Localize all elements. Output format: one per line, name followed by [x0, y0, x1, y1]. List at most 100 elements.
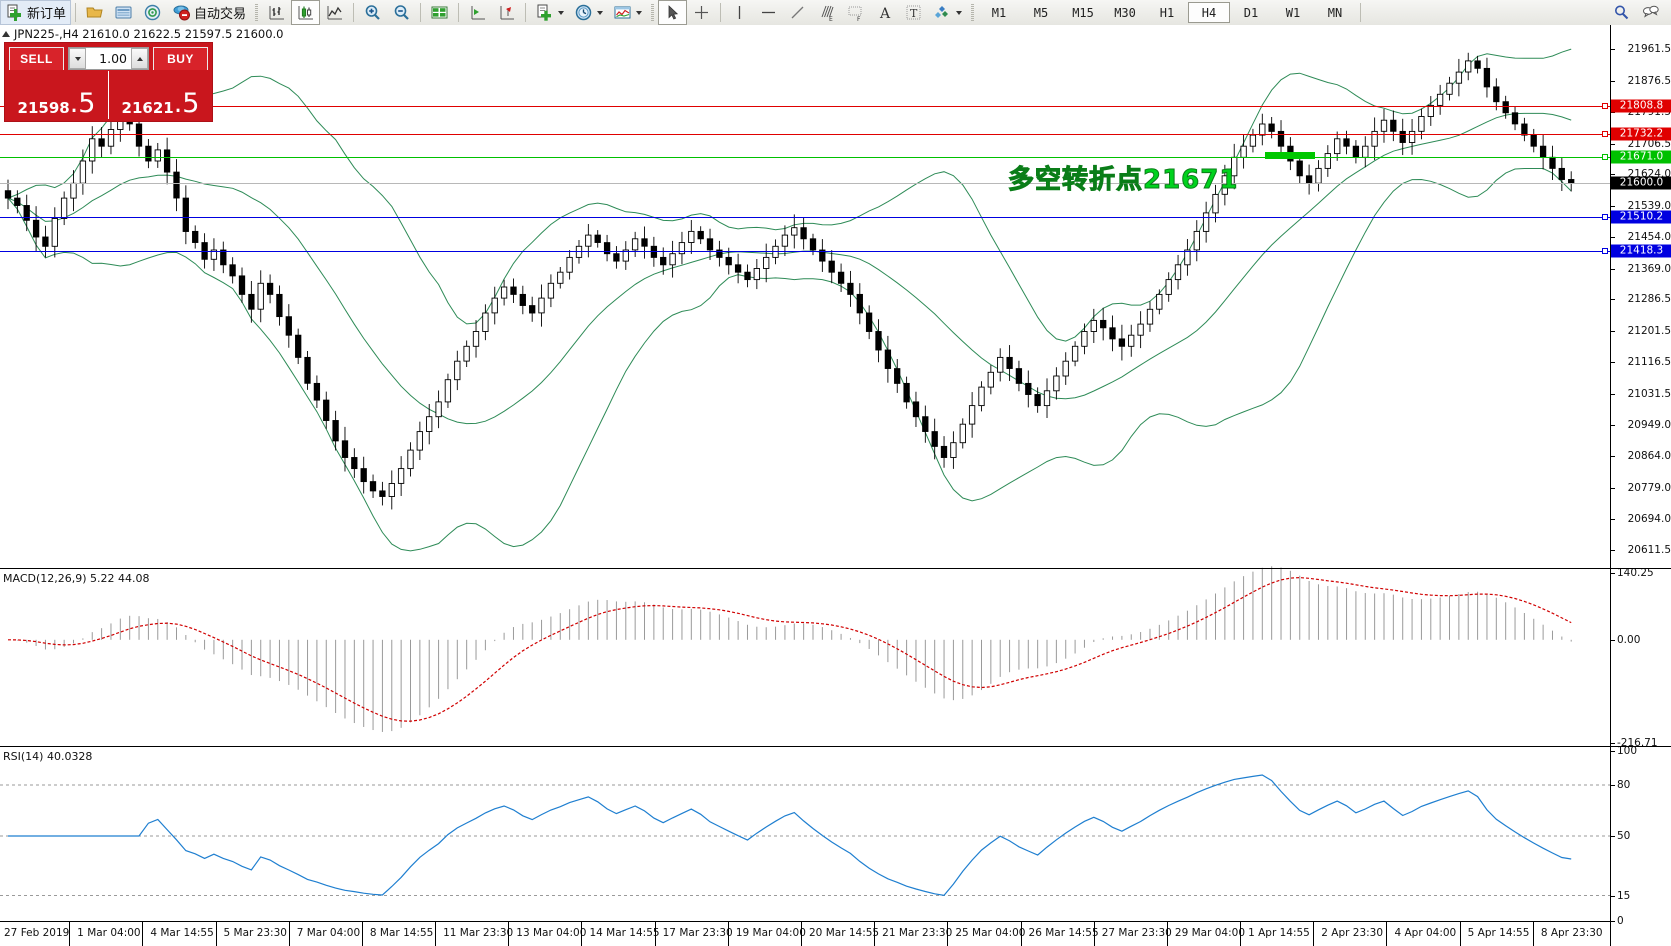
cursor-button[interactable]	[658, 0, 688, 25]
sell-price-integer: 21598	[17, 99, 70, 117]
indicators-button[interactable]	[608, 0, 647, 25]
volume-decrease-button[interactable]	[69, 48, 86, 69]
chart-area[interactable]: JPN225-,H4 21610.0 21622.5 21597.5 21600…	[0, 25, 1671, 946]
level-handle[interactable]	[1602, 102, 1608, 109]
zoom-in-button[interactable]	[358, 0, 387, 25]
time-tick: 26 Mar 14:55	[1028, 927, 1099, 939]
candlestick-chart-icon	[296, 3, 315, 22]
fibonacci-button[interactable]: E	[812, 0, 841, 25]
level-line-21808.8[interactable]	[0, 105, 1610, 107]
template-button[interactable]	[530, 0, 569, 25]
text-button[interactable]: A	[870, 0, 899, 25]
rsi-tick-mark	[1611, 895, 1615, 897]
timeframe-m30[interactable]: M30	[1114, 5, 1136, 20]
collapse-triangle-icon[interactable]	[2, 31, 10, 37]
crosshair-button[interactable]	[687, 0, 716, 25]
time-tick-separator	[508, 922, 510, 946]
template-dropdown-caret[interactable]	[558, 10, 565, 15]
volume-value[interactable]: 1.00	[99, 51, 127, 66]
time-scale[interactable]: 27 Feb 2019 1 Mar 04:00 4 Mar 14:55 5 Mar 2…	[0, 921, 1610, 946]
timeframe-w1[interactable]: W1	[1285, 5, 1301, 20]
level-handle[interactable]	[1602, 153, 1608, 160]
indicators-dropdown-caret[interactable]	[636, 10, 643, 15]
price-tick-mark	[1611, 362, 1615, 364]
candlestick-chart-button[interactable]	[291, 0, 321, 25]
timeframe-h4[interactable]: H4	[1188, 2, 1231, 23]
price-tick-mark	[1611, 205, 1615, 207]
rsi-separator	[0, 746, 1671, 747]
svg-text:A: A	[879, 6, 891, 22]
new-order-button[interactable]: 新订单	[0, 0, 72, 25]
time-tick: 13 Mar 04:00	[516, 927, 587, 939]
rsi-tick-mark	[1611, 836, 1615, 837]
level-price-tag[interactable]: 21732.2	[1611, 127, 1671, 141]
period-button[interactable]	[569, 0, 608, 25]
volume-increase-button[interactable]	[131, 48, 148, 69]
terminal-icon	[114, 3, 133, 22]
price-tick-mark	[1611, 487, 1615, 489]
sell-tab[interactable]: SELL	[9, 47, 64, 70]
time-tick: 1 Apr 14:55	[1248, 927, 1310, 939]
level-handle[interactable]	[1602, 131, 1608, 138]
level-price-tag[interactable]: 21671.0	[1611, 150, 1671, 164]
bar-chart-icon	[267, 3, 286, 22]
period-dropdown-caret[interactable]	[597, 10, 604, 15]
toolbar-grip-2[interactable]	[651, 3, 655, 22]
search-button[interactable]	[1607, 0, 1636, 25]
zoom-out-button[interactable]	[387, 0, 416, 25]
text-label-button[interactable]: F	[841, 0, 870, 25]
bar-chart-button[interactable]	[262, 0, 291, 25]
level-price-tag[interactable]: 21510.2	[1611, 210, 1671, 224]
timeframe-m1[interactable]: M1	[991, 5, 1007, 20]
price-plot[interactable]	[0, 25, 1610, 946]
level-price-tag[interactable]: 21808.8	[1611, 99, 1671, 113]
price-tick-mark	[1611, 549, 1615, 551]
search-icon	[1612, 3, 1631, 22]
price-tick: 21454.0	[1627, 231, 1671, 244]
level-line-21510.2[interactable]	[0, 216, 1610, 218]
shift-end-button[interactable]	[492, 0, 521, 25]
time-tick: 4 Mar 14:55	[150, 927, 214, 939]
timeframe-mn[interactable]: MN	[1327, 5, 1343, 20]
terminal-button[interactable]	[109, 0, 138, 25]
level-line-21418.3[interactable]	[0, 250, 1610, 252]
data-window-button[interactable]	[425, 0, 454, 25]
folder-button[interactable]	[80, 0, 109, 25]
time-tick-separator	[947, 922, 949, 946]
navigator-button[interactable]	[138, 0, 167, 25]
chat-button[interactable]	[1636, 0, 1665, 25]
level-line-21671.0[interactable]	[0, 156, 1610, 158]
volume-stepper[interactable]: 1.00	[68, 47, 149, 70]
trend-line-button[interactable]	[783, 0, 812, 25]
timeframe-d1[interactable]: D1	[1243, 5, 1259, 20]
new-order-icon	[5, 3, 24, 22]
horizontal-line-button[interactable]	[754, 0, 783, 25]
objects-button[interactable]	[928, 0, 967, 25]
timeframe-h1[interactable]: H1	[1159, 5, 1175, 20]
price-scale[interactable]: 21961.521876.521791.521706.521624.021539…	[1610, 25, 1671, 946]
level-price-tag[interactable]: 21418.3	[1611, 244, 1671, 258]
level-line-21732.2[interactable]	[0, 134, 1610, 136]
timeframe-m5[interactable]: M5	[1033, 5, 1049, 20]
line-chart-button[interactable]	[320, 0, 349, 25]
macd-tick-mark	[1611, 743, 1615, 744]
timeframe-m15[interactable]: M15	[1072, 5, 1094, 20]
objects-dropdown-caret[interactable]	[956, 10, 963, 15]
indicators-icon	[613, 3, 632, 22]
text-box-button[interactable]: T	[899, 0, 928, 25]
one-click-trading-panel[interactable]: SELL 1.00 BUY 21598.5 21621.5	[4, 42, 213, 122]
buy-tab[interactable]: BUY	[153, 47, 208, 70]
level-price-tag[interactable]: 21600.0	[1611, 176, 1671, 190]
level-handle[interactable]	[1602, 213, 1608, 220]
clock-icon	[574, 3, 593, 22]
auto-trading-button[interactable]: 自动交易	[167, 0, 251, 25]
vertical-line-button[interactable]	[725, 0, 754, 25]
line-chart-icon	[325, 3, 344, 22]
toolbar-grip-3[interactable]	[971, 3, 975, 22]
buy-price-button[interactable]: 21621.5	[108, 71, 212, 119]
sell-price-button[interactable]: 21598.5	[5, 71, 108, 119]
level-handle[interactable]	[1602, 247, 1608, 254]
shift-start-button[interactable]	[463, 0, 492, 25]
price-tick: 21369.0	[1627, 262, 1671, 275]
toolbar-grip[interactable]	[255, 3, 259, 22]
